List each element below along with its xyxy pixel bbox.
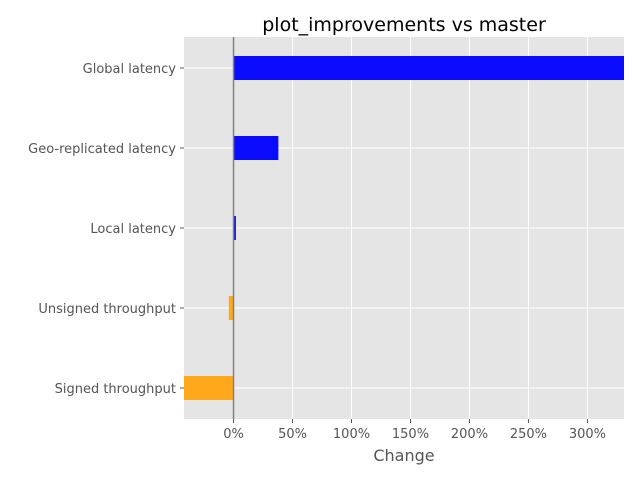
bar-geo-replicated-latency (233, 136, 279, 160)
y-tick-label: Local latency (90, 222, 176, 237)
bar-local-latency (233, 216, 236, 240)
y-tick-label: Global latency (83, 62, 177, 77)
bar-global-latency (233, 56, 624, 80)
chart-title: plot_improvements vs master (262, 14, 546, 36)
x-tick-label: 300% (569, 427, 606, 442)
x-tick-label: 0% (223, 427, 244, 442)
bar-signed-throughput (184, 376, 234, 400)
x-tick-label: 200% (451, 427, 488, 442)
x-tick-label: 150% (392, 427, 429, 442)
x-tick-label: 100% (333, 427, 370, 442)
x-tick-label: 250% (510, 427, 547, 442)
bars (184, 56, 624, 400)
y-tick-label: Signed throughput (55, 382, 176, 397)
y-tick-label: Geo-replicated latency (28, 142, 176, 157)
bar-unsigned-throughput (228, 296, 234, 320)
x-axis: 0% 50% 100% 150% 200% 250% 300% (223, 419, 606, 442)
y-axis: Global latency Geo-replicated latency Loca… (28, 62, 184, 397)
x-tick-label: 50% (278, 427, 307, 442)
x-axis-label: Change (373, 446, 434, 465)
y-tick-label: Unsigned throughput (38, 302, 176, 317)
